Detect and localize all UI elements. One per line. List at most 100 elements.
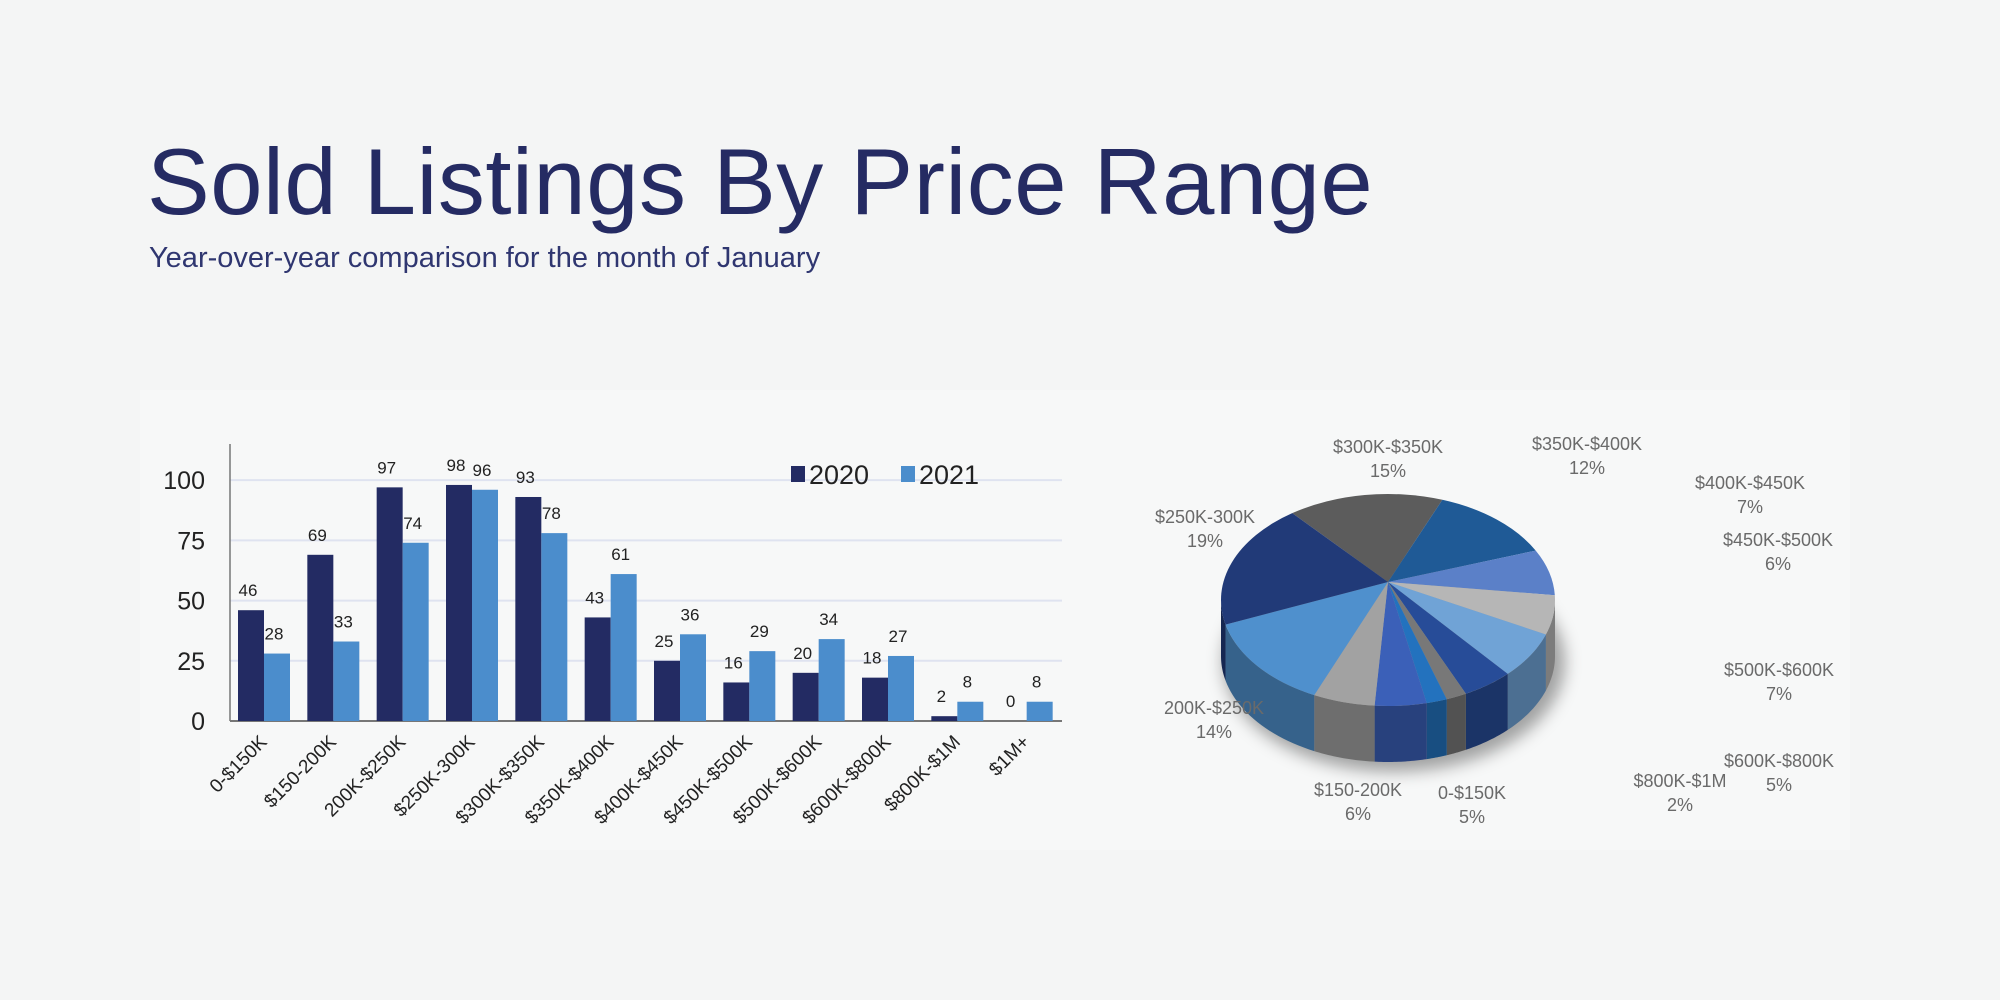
data-label: 25 — [655, 632, 674, 651]
data-label: 8 — [963, 673, 972, 692]
pie-slice — [1388, 550, 1555, 596]
pie-slice — [1225, 582, 1388, 696]
pie-slice-side — [1374, 703, 1427, 762]
bar-2020 — [862, 677, 888, 721]
pie-label: $500K-$600K — [1724, 660, 1834, 680]
data-label: 27 — [889, 627, 908, 646]
pie-slice — [1314, 582, 1388, 706]
data-label: 29 — [750, 622, 769, 641]
pie-slice — [1388, 582, 1508, 694]
data-label: 36 — [681, 605, 700, 624]
y-tick-label: 75 — [177, 527, 205, 555]
bar-2020 — [238, 610, 264, 721]
data-label: 98 — [447, 456, 466, 475]
bar-2020 — [307, 554, 334, 721]
data-label: 2 — [937, 687, 946, 706]
page-title: Sold Listings By Price Range — [147, 129, 1374, 234]
data-label: 33 — [334, 613, 353, 632]
page-subtitle: Year-over-year comparison for the month … — [149, 242, 821, 274]
pie-percent: 5% — [1766, 775, 1792, 795]
legend-swatch — [791, 466, 805, 482]
y-tick-label: 0 — [191, 708, 205, 736]
bar-2020 — [515, 496, 542, 721]
pie-percent: 7% — [1766, 684, 1792, 704]
bar-2020 — [584, 617, 611, 721]
pie-slice-side — [1545, 600, 1555, 691]
pie-label: $250K-300K — [1155, 507, 1255, 527]
bar-2021 — [333, 641, 360, 721]
pie-slice — [1221, 513, 1388, 625]
data-label: 20 — [793, 644, 812, 663]
pie-percent: 6% — [1765, 554, 1791, 574]
data-label: 16 — [724, 653, 743, 672]
data-label: 8 — [1032, 673, 1041, 692]
bar-2021 — [610, 574, 637, 721]
data-label: 18 — [863, 649, 882, 668]
data-label: 69 — [308, 526, 327, 545]
bar-2021 — [818, 639, 845, 721]
data-label: 74 — [403, 514, 422, 533]
pie-slice-side — [1221, 600, 1226, 681]
bar-2020 — [446, 484, 472, 721]
y-tick-label: 100 — [163, 467, 205, 495]
data-label: 97 — [377, 458, 396, 477]
pie-slice-side — [1225, 624, 1315, 752]
data-label: 34 — [819, 610, 838, 629]
pie-percent: 2% — [1667, 795, 1693, 815]
pie-slice-side — [1314, 695, 1375, 762]
bar-2020 — [376, 487, 403, 721]
bar-2021 — [680, 634, 706, 721]
pie-slice — [1388, 582, 1546, 674]
bar-2020 — [654, 660, 680, 721]
pie-percent: 12% — [1569, 458, 1605, 478]
data-label: 43 — [585, 588, 604, 607]
pie-slice — [1388, 499, 1536, 582]
data-label: 61 — [611, 545, 630, 564]
pie-slice-side — [1465, 673, 1508, 750]
pie-label: $350K-$400K — [1532, 434, 1642, 454]
bar-2020 — [931, 716, 958, 721]
pie-slice — [1388, 582, 1556, 635]
bar-2020 — [723, 682, 750, 721]
pie-slice — [1374, 582, 1427, 706]
bar-2021 — [957, 701, 984, 721]
legend-label: 2021 — [919, 460, 979, 490]
data-label: 96 — [473, 461, 492, 480]
pie-slice — [1292, 493, 1443, 582]
pie-label: $800K-$1M — [1633, 771, 1726, 791]
pie-percent: 7% — [1737, 497, 1763, 517]
pie-label: $600K-$800K — [1724, 751, 1834, 771]
pie-slice — [1388, 582, 1447, 704]
pie-percent: 6% — [1345, 804, 1371, 824]
pie-percent: 5% — [1459, 807, 1485, 827]
data-label: 46 — [239, 581, 258, 600]
bar-2021 — [749, 651, 776, 721]
pie-label: $150-200K — [1314, 780, 1402, 800]
pie-label: $400K-$450K — [1695, 473, 1805, 493]
pie-label: $450K-$500K — [1723, 530, 1833, 550]
bar-2021 — [541, 533, 568, 721]
y-tick-label: 25 — [177, 648, 205, 676]
bar-2021 — [888, 655, 914, 721]
pie-label: 200K-$250K — [1164, 698, 1264, 718]
legend-label: 2020 — [809, 460, 869, 490]
bar-2020 — [792, 672, 819, 721]
data-label: 78 — [542, 504, 561, 523]
bar-2021 — [402, 542, 429, 721]
data-label: 93 — [516, 468, 535, 487]
pie-label: $300K-$350K — [1333, 437, 1443, 457]
bar-2021 — [1026, 701, 1053, 721]
pie-slice-side — [1446, 693, 1466, 756]
data-label: 28 — [265, 625, 284, 644]
bar-2021 — [472, 489, 498, 721]
data-label: 0 — [1006, 692, 1015, 711]
pie-percent: 15% — [1370, 461, 1406, 481]
pie-slice — [1388, 582, 1466, 700]
legend-swatch — [901, 466, 915, 482]
pie-percent: 14% — [1196, 722, 1232, 742]
bar-2021 — [264, 653, 290, 721]
y-tick-label: 50 — [177, 588, 205, 616]
pie-slice-side — [1426, 699, 1447, 760]
